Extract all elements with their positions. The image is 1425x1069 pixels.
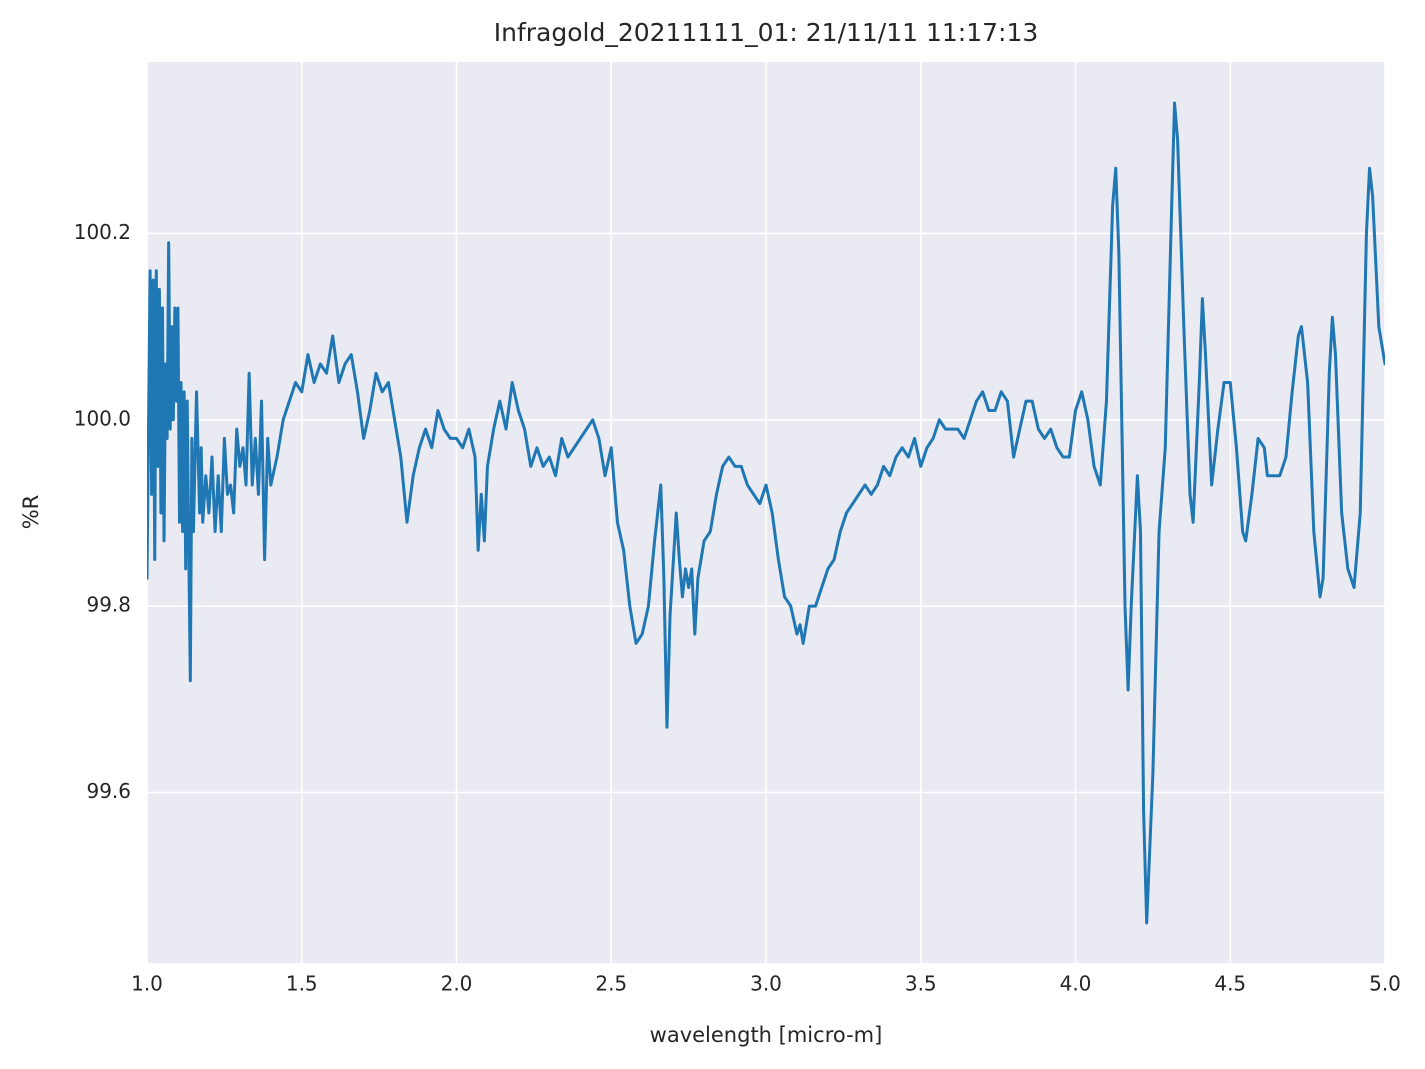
chart-title: Infragold_20211111_01: 21/11/11 11:17:13 bbox=[494, 18, 1039, 47]
x-tick-label: 3.5 bbox=[905, 972, 937, 996]
y-tick-label: 99.8 bbox=[86, 593, 131, 617]
x-tick-label: 4.5 bbox=[1214, 972, 1246, 996]
x-tick-label: 1.5 bbox=[286, 972, 318, 996]
x-tick-label: 4.0 bbox=[1060, 972, 1092, 996]
grid bbox=[146, 62, 1386, 963]
x-tick-label: 2.5 bbox=[595, 972, 627, 996]
data-line bbox=[147, 101, 1385, 925]
x-tick-label: 2.0 bbox=[441, 972, 473, 996]
x-tick-label: 5.0 bbox=[1369, 972, 1401, 996]
y-axis-label: %R bbox=[19, 495, 43, 530]
x-axis-label: wavelength [micro-m] bbox=[650, 1023, 883, 1047]
x-tick-label: 3.0 bbox=[750, 972, 782, 996]
plot bbox=[147, 101, 1385, 925]
y-tick-label: 99.6 bbox=[86, 779, 131, 803]
x-tick-label: 1.0 bbox=[131, 972, 163, 996]
y-tick-label: 100.0 bbox=[74, 406, 131, 430]
y-tick-label: 100.2 bbox=[74, 220, 131, 244]
